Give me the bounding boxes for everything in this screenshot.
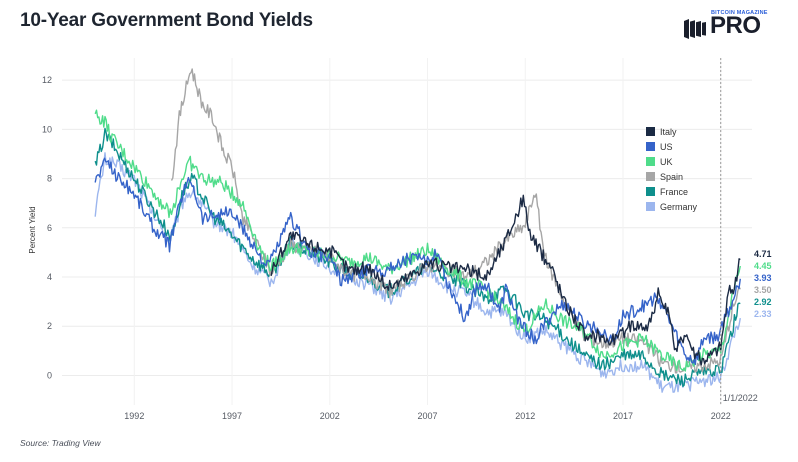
y-tick-label: 4 (47, 272, 52, 282)
end-label-italy: 4.71 (754, 249, 772, 259)
x-tick-label: 1997 (222, 411, 242, 421)
x-tick-label: 1992 (124, 411, 144, 421)
y-tick-label: 0 (47, 370, 52, 380)
series-line-us (94, 157, 741, 366)
end-label-france: 2.92 (754, 297, 772, 307)
y-tick-label: 8 (47, 174, 52, 184)
y-tick-label: 2 (47, 321, 52, 331)
series-line-france (94, 127, 741, 387)
logo-icon (684, 19, 706, 39)
legend-swatch-italy (646, 127, 655, 136)
logo-top-text: BITCOIN MAGAZINE (711, 10, 768, 16)
legend-label-italy: Italy (660, 127, 677, 137)
legend-label-germany: Germany (660, 202, 698, 212)
y-axis-label: Percent Yield (28, 206, 37, 253)
legend-label-spain: Spain (660, 172, 683, 182)
legend-swatch-germany (646, 202, 655, 211)
bitcoin-magazine-pro-logo: BITCOIN MAGAZINE PRO (684, 10, 784, 40)
y-tick-label: 12 (42, 75, 52, 85)
reference-line: 1/1/2022 (720, 58, 758, 405)
y-tick-label: 10 (42, 124, 52, 134)
y-axis-ticks: 0 2 4 6 8 10 12 (42, 75, 52, 380)
legend: Italy US UK Spain France Germany (646, 127, 698, 212)
legend-swatch-us (646, 142, 655, 151)
end-label-us: 3.93 (754, 273, 772, 283)
x-tick-label: 2012 (515, 411, 535, 421)
series-line-italy (270, 194, 741, 366)
end-label-uk: 4.45 (754, 261, 772, 271)
legend-swatch-uk (646, 157, 655, 166)
source-note: Source: Trading View (20, 438, 101, 448)
x-tick-label: 2007 (418, 411, 438, 421)
x-tick-label: 2002 (320, 411, 340, 421)
end-label-spain: 3.50 (754, 285, 772, 295)
reference-line-label: 1/1/2022 (723, 393, 758, 403)
x-tick-label: 2017 (613, 411, 633, 421)
legend-label-france: France (660, 187, 688, 197)
legend-swatch-france (646, 187, 655, 196)
x-tick-label: 2022 (711, 411, 731, 421)
end-label-germany: 2.33 (754, 309, 772, 319)
logo-main-text: PRO (710, 12, 761, 39)
x-axis-ticks: 1992 1997 2002 2007 2012 2017 2022 (124, 411, 730, 421)
legend-label-uk: UK (660, 157, 673, 167)
series-lines (94, 68, 741, 393)
series-line-uk (94, 109, 741, 372)
page-title: 10-Year Government Bond Yields (20, 10, 313, 31)
end-value-labels: 4.71 4.45 3.93 3.50 2.92 2.33 (754, 249, 772, 319)
legend-swatch-spain (646, 172, 655, 181)
y-tick-label: 6 (47, 223, 52, 233)
legend-label-us: US (660, 142, 673, 152)
